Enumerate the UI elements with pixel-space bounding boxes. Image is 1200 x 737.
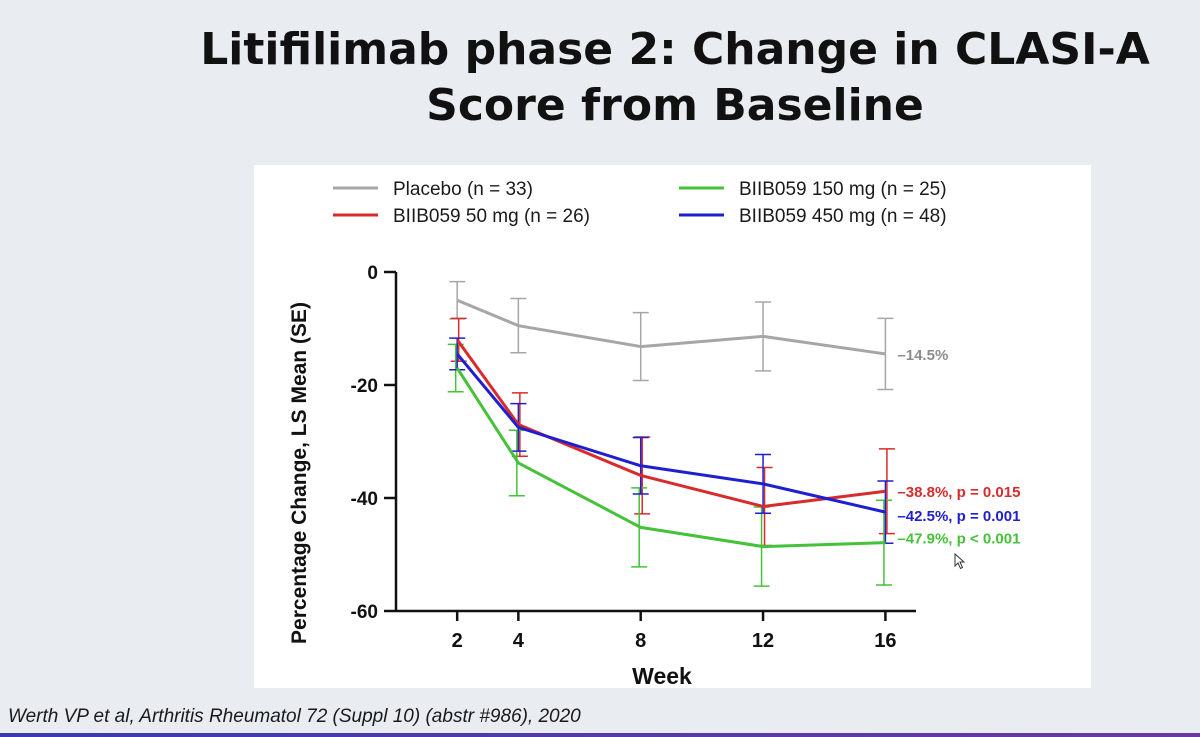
x-tick-label: 16 (874, 630, 896, 652)
y-tick-label: -20 (351, 376, 378, 397)
series-end-label: –47.9%, p < 0.001 (897, 531, 1020, 548)
slide-title-line-2: Score from Baseline (426, 80, 924, 131)
error-bars (447, 280, 895, 587)
chart-axes: 0 -20 -40 -60 2 4 8 12 16 (351, 263, 916, 652)
chart-legend: Placebo (n = 33) BIIB059 50 mg (n = 26) BI… (333, 179, 947, 227)
series-line (455, 338, 886, 508)
y-tick-label: -40 (351, 489, 378, 510)
citation: Werth VP et al, Arthritis Rheumatol 72 (… (8, 706, 581, 727)
series-end-label: –14.5% (897, 347, 948, 364)
error-bar (449, 337, 466, 371)
legend-label: BIIB059 50 mg (n = 26) (393, 206, 590, 227)
series-line (456, 352, 886, 514)
legend-label: BIIB059 150 mg (n = 25) (739, 179, 947, 200)
series-line (456, 298, 886, 356)
x-axis-label: Week (632, 663, 692, 688)
error-bar (447, 343, 464, 393)
series-lines (455, 298, 886, 549)
x-tick-label: 2 (452, 630, 463, 652)
series-line (455, 367, 886, 549)
x-tick-label: 8 (635, 630, 646, 652)
y-tick-label: 0 (367, 263, 378, 284)
y-axis-label: Percentage Change, LS Mean (SE) (288, 302, 311, 644)
error-bar (878, 448, 895, 535)
x-tick-label: 12 (752, 630, 774, 652)
series-end-label: –42.5%, p = 0.001 (897, 508, 1020, 525)
mouse-cursor-icon (954, 553, 966, 570)
legend-entry: BIIB059 150 mg (n = 25) (679, 179, 947, 200)
chart-panel: Placebo (n = 33) BIIB059 50 mg (n = 26) BI… (254, 165, 1091, 688)
legend-entry: BIIB059 50 mg (n = 26) (333, 206, 590, 227)
x-tick-label: 4 (513, 630, 525, 652)
end-labels: –14.5% –38.8%, p = 0.015 –47.9%, p < 0.001… (897, 347, 1020, 548)
legend-entry: Placebo (n = 33) (333, 179, 533, 200)
bottom-accent-bar (0, 733, 1200, 737)
legend-label: BIIB059 450 mg (n = 48) (739, 206, 947, 227)
error-bar (449, 280, 466, 320)
y-tick-label: -60 (351, 602, 378, 623)
legend-label: Placebo (n = 33) (393, 179, 533, 200)
slide-title: Litifilimab phase 2: Change in CLASI-A S… (150, 22, 1200, 134)
line-chart: Placebo (n = 33) BIIB059 50 mg (n = 26) BI… (288, 179, 1020, 688)
legend-entry: BIIB059 450 mg (n = 48) (679, 206, 947, 227)
slide-title-line-1: Litifilimab phase 2: Change in CLASI-A (200, 24, 1150, 75)
series-end-label: –38.8%, p = 0.015 (897, 484, 1020, 501)
